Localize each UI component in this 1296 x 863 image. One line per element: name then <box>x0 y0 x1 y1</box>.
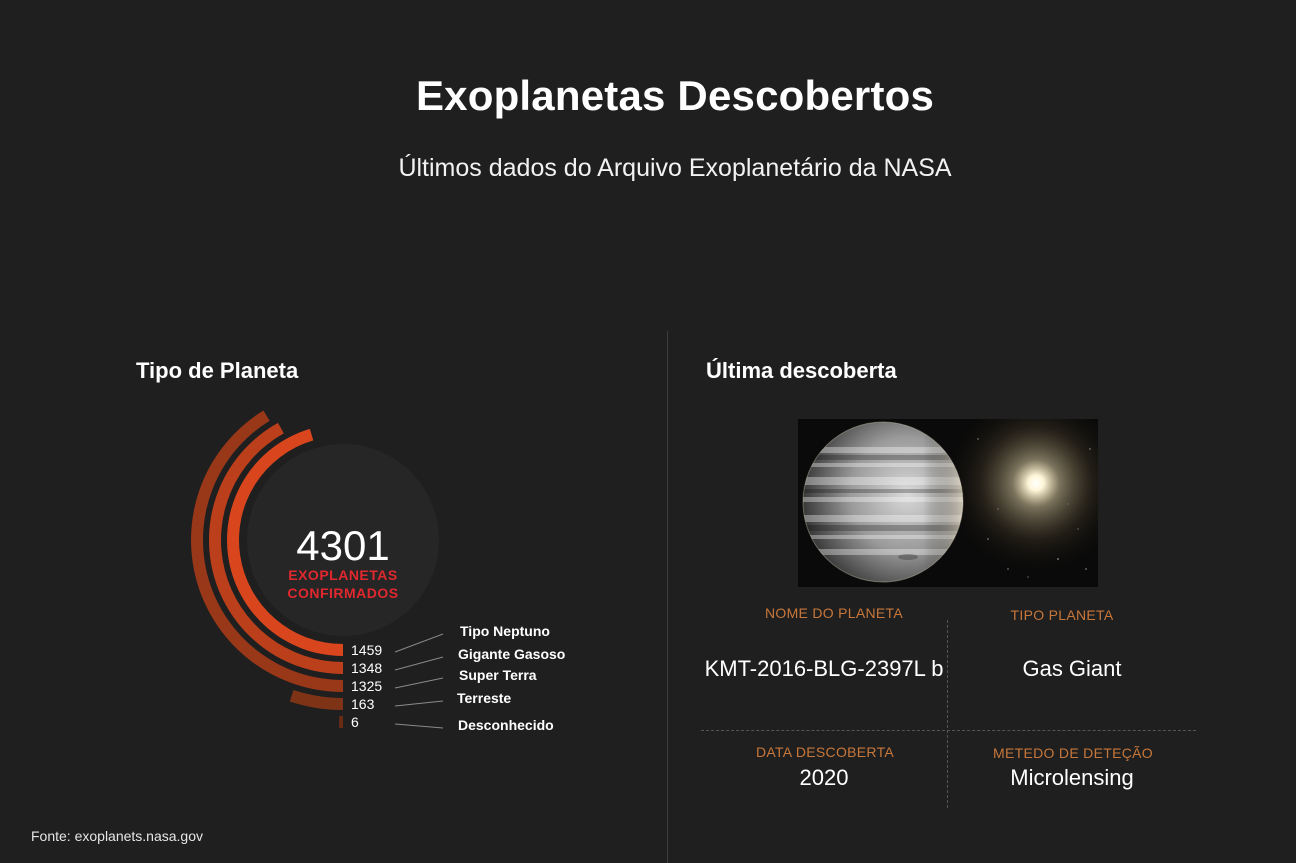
discovery-date-label: DATA DESCOBERTA <box>755 744 895 760</box>
total-caption-line1: EXOPLANETAS <box>288 567 397 583</box>
ring-bar-1 <box>209 422 343 674</box>
category-label-3: Terreste <box>457 690 511 706</box>
leader-line-1 <box>394 656 444 671</box>
ring-value-label-0: 1459 <box>351 642 382 658</box>
chart-category-labels: Tipo Neptuno Gigante Gasoso Super Terra Ter… <box>457 623 565 733</box>
detection-method-value: Microlensing <box>1010 765 1134 790</box>
chart-value-labels: 1459 1348 1325 163 6 <box>351 642 382 730</box>
left-section-title: Tipo de Planeta <box>136 358 299 383</box>
leader-line-3 <box>394 700 444 707</box>
ring-value-label-1: 1348 <box>351 660 382 676</box>
planet-name-label: NOME DO PLANETA <box>764 605 904 621</box>
planet-type-value: Gas Giant <box>1022 656 1122 681</box>
info-grid-divider-vertical <box>947 620 948 808</box>
leader-line-4 <box>394 723 444 729</box>
ring-bar-2 <box>191 410 343 692</box>
leader-line-2 <box>394 677 444 689</box>
data-source: Fonte: exoplanets.nasa.gov <box>31 828 204 844</box>
ring-bar-0 <box>227 428 343 656</box>
leader-line-0 <box>394 633 444 653</box>
detection-method-label: METEDO DE DETEÇÃO <box>993 745 1153 761</box>
category-label-0: Tipo Neptuno <box>460 623 550 639</box>
ring-value-label-4: 6 <box>351 714 359 730</box>
page-subtitle: Últimos dados do Arquivo Exoplanetário d… <box>398 154 952 182</box>
category-label-4: Desconhecido <box>458 717 554 733</box>
planet-icon <box>803 422 963 582</box>
star-icon <box>941 419 1098 578</box>
planet-type-label: TIPO PLANETA <box>1010 607 1114 623</box>
total-count: 4301 <box>296 522 389 569</box>
page-title: Exoplanetas Descobertos <box>415 72 935 119</box>
right-section-title: Última descoberta <box>706 358 897 383</box>
planet-illustration <box>798 419 1098 587</box>
chart-rings <box>191 410 343 728</box>
ring-value-label-3: 163 <box>351 696 375 712</box>
ring-bar-4 <box>339 715 343 728</box>
center-disc <box>247 444 439 636</box>
ring-bar-3 <box>289 690 343 710</box>
category-label-1: Gigante Gasoso <box>458 646 565 662</box>
chart-leader-lines <box>394 633 444 729</box>
panel-divider <box>667 331 668 863</box>
discovery-date-value: 2020 <box>799 765 849 790</box>
ring-value-label-2: 1325 <box>351 678 382 694</box>
planet-name-value: KMT-2016-BLG-2397L b <box>704 656 944 681</box>
total-caption-line2: CONFIRMADOS <box>287 585 398 601</box>
category-label-2: Super Terra <box>459 667 537 683</box>
info-grid-divider-horizontal <box>701 730 1196 731</box>
